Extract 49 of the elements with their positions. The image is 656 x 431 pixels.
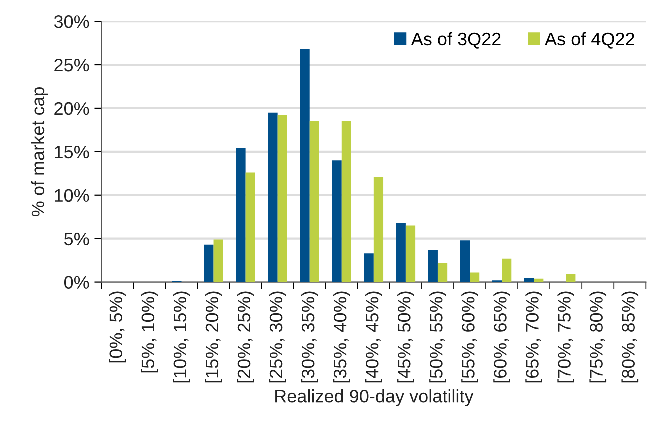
y-tick-label: 30% bbox=[54, 15, 90, 28]
x-tick-label: [40%, 45%) bbox=[366, 292, 382, 383]
legend-label: As of 3Q22 bbox=[411, 32, 501, 49]
bar bbox=[460, 240, 470, 282]
legend-label: As of 4Q22 bbox=[545, 32, 634, 49]
bar bbox=[246, 172, 256, 282]
y-axis-title: % of market cap bbox=[31, 87, 48, 217]
x-tick-label: [65%, 70%) bbox=[526, 292, 542, 383]
y-tick-label: 20% bbox=[54, 102, 90, 116]
bar bbox=[470, 272, 480, 282]
y-tick-label: 25% bbox=[54, 58, 90, 72]
bar bbox=[524, 278, 534, 282]
y-tick-label: 10% bbox=[55, 189, 90, 202]
bar bbox=[364, 254, 374, 282]
bar bbox=[236, 148, 246, 282]
x-tick-label: [55%, 60%) bbox=[462, 292, 478, 383]
x-tick-label: [0%, 5%) bbox=[109, 292, 126, 363]
x-tick-label: [70%, 75%) bbox=[558, 292, 575, 383]
x-tick-label: [35%, 40%) bbox=[333, 292, 350, 383]
x-tick-label: [5%, 10%) bbox=[141, 292, 158, 373]
bar bbox=[332, 160, 342, 282]
bar bbox=[502, 258, 512, 282]
x-tick-label: [25%, 30%) bbox=[269, 292, 286, 383]
x-tick-label: [75%, 80%) bbox=[590, 292, 607, 383]
bar bbox=[204, 244, 214, 282]
bar bbox=[374, 177, 384, 282]
x-axis-title: Realized 90-day volatility bbox=[276, 390, 474, 406]
bar bbox=[300, 49, 310, 282]
x-tick-label: [20%, 25%) bbox=[237, 292, 254, 383]
y-tick-label: 0% bbox=[64, 276, 90, 290]
bar bbox=[342, 122, 352, 282]
bar bbox=[406, 226, 416, 282]
bar bbox=[310, 122, 320, 282]
x-tick-label: [45%, 50%) bbox=[398, 292, 414, 383]
bar bbox=[428, 250, 438, 282]
x-tick-label: [15%, 20%) bbox=[205, 292, 222, 383]
bar bbox=[278, 115, 288, 282]
x-tick-label: [80%, 85%) bbox=[622, 292, 639, 383]
bar bbox=[214, 240, 224, 282]
x-tick-label: [60%, 65%) bbox=[494, 292, 510, 383]
bar bbox=[396, 223, 406, 282]
x-tick-label: [30%, 35%) bbox=[301, 292, 318, 383]
x-tick-label: [10%, 15%) bbox=[173, 292, 190, 383]
y-tick-label: 15% bbox=[55, 146, 90, 159]
bar bbox=[566, 274, 576, 282]
y-tick-label: 5% bbox=[64, 232, 90, 246]
x-tick-label: [50%, 55%) bbox=[430, 292, 446, 383]
bar bbox=[438, 263, 448, 282]
bar bbox=[268, 112, 278, 282]
